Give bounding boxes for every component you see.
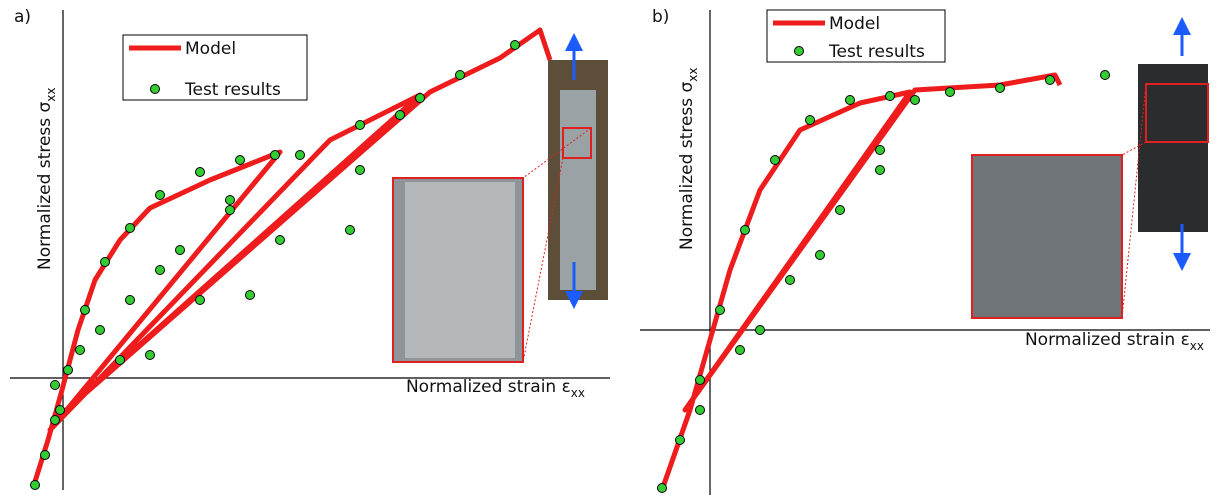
y-axis-label: Normalized stress σxx xyxy=(677,67,700,250)
x-axis-label-text: Normalized strain ε xyxy=(1025,330,1190,350)
legend-label: Model xyxy=(829,14,880,34)
legend-label: Model xyxy=(185,39,236,59)
test-point xyxy=(756,326,765,335)
test-point xyxy=(806,116,815,125)
test-point xyxy=(226,206,235,215)
test-point xyxy=(511,41,520,50)
y-axis-label-text: Normalized stress σ xyxy=(677,81,697,250)
test-point xyxy=(126,224,135,233)
test-point xyxy=(786,276,795,285)
test-point xyxy=(658,484,667,493)
test-point xyxy=(456,71,465,80)
test-point xyxy=(946,88,955,97)
test-point xyxy=(741,226,750,235)
y-axis-label: Normalized stress σxx xyxy=(35,87,58,270)
test-point xyxy=(226,196,235,205)
x-axis-label-sub: xx xyxy=(1190,339,1204,353)
photo-inset-a xyxy=(393,42,608,362)
test-point xyxy=(356,121,365,130)
test-point xyxy=(876,166,885,175)
panel-label: a) xyxy=(14,7,31,27)
test-point xyxy=(146,351,155,360)
test-point xyxy=(31,481,40,490)
test-point xyxy=(696,376,705,385)
x-axis-label: Normalized strain εxx xyxy=(1025,330,1204,353)
test-point xyxy=(716,306,725,315)
test-point xyxy=(156,266,165,275)
test-point xyxy=(56,406,65,415)
test-point xyxy=(416,94,425,103)
test-point xyxy=(41,451,50,460)
test-point xyxy=(846,96,855,105)
test-point xyxy=(346,226,355,235)
test-point xyxy=(876,146,885,155)
test-point xyxy=(296,151,305,160)
legend-label: Test results xyxy=(828,42,925,62)
test-point xyxy=(886,92,895,101)
x-axis-label-text: Normalized strain ε xyxy=(406,377,571,397)
test-point xyxy=(276,236,285,245)
x-axis-label-sub: xx xyxy=(571,386,585,400)
test-point xyxy=(81,306,90,315)
test-point xyxy=(196,168,205,177)
test-point xyxy=(396,111,405,120)
test-point xyxy=(236,156,245,165)
test-point xyxy=(271,151,280,160)
test-point xyxy=(771,156,780,165)
test-point xyxy=(51,381,60,390)
test-point xyxy=(736,346,745,355)
test-point xyxy=(676,436,685,445)
test-point xyxy=(996,84,1005,93)
x-axis-label: Normalized strain εxx xyxy=(406,377,585,400)
test-point xyxy=(356,166,365,175)
test-point xyxy=(176,246,185,255)
test-point xyxy=(51,416,60,425)
test-point xyxy=(101,258,110,267)
figure: a)Normalized strain εxxNormalized stress… xyxy=(0,0,1220,498)
test-point xyxy=(76,346,85,355)
photo-inset-b xyxy=(972,26,1208,318)
test-point xyxy=(836,206,845,215)
page: {"chart_data": [ {"type": "line", "panel… xyxy=(0,0,1220,498)
legend-swatch-point xyxy=(151,85,160,94)
panel-label: b) xyxy=(652,7,669,27)
legend-label: Test results xyxy=(184,80,281,100)
legend-swatch-point xyxy=(795,47,804,56)
test-point xyxy=(246,291,255,300)
test-point xyxy=(126,296,135,305)
test-point xyxy=(64,366,73,375)
test-point xyxy=(816,251,825,260)
test-point xyxy=(1046,76,1055,85)
test-point xyxy=(1101,71,1110,80)
test-point xyxy=(696,406,705,415)
test-point xyxy=(196,296,205,305)
y-axis-label-sub: xx xyxy=(686,67,700,81)
test-point xyxy=(156,191,165,200)
test-point xyxy=(116,356,125,365)
test-point xyxy=(96,326,105,335)
y-axis-label-text: Normalized stress σ xyxy=(35,101,55,270)
test-point xyxy=(911,96,920,105)
y-axis-label-sub: xx xyxy=(44,87,58,101)
